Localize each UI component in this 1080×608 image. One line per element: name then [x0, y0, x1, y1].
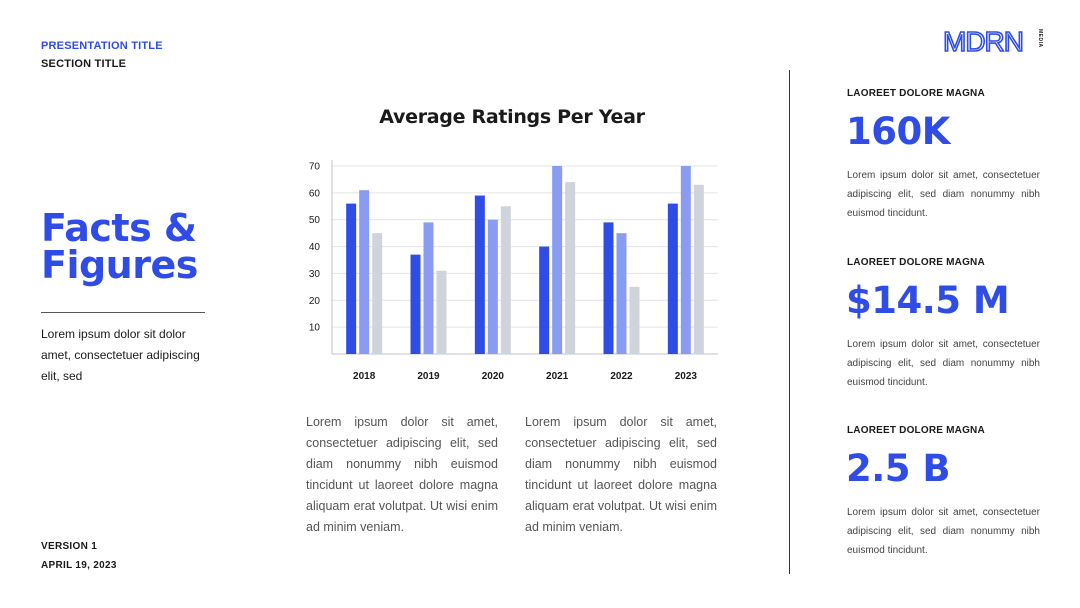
bar-2023-series-2: [680, 166, 691, 354]
bar-chart: 10 20 30 40 50 60 70 2018 2019 2020 2021 2022 2023: [309, 160, 718, 382]
bar-2019-series-2: [423, 222, 434, 354]
stat-desc-2: Lorem ipsum dolor sit amet, consectetuer…: [847, 339, 1040, 388]
stat-label-2: LAOREET DOLORE MAGNA: [847, 257, 985, 268]
brand-logo: MDRN MEDIA: [943, 26, 1043, 56]
bar-2022-series-3: [629, 286, 640, 354]
stat-desc-1: Lorem ipsum dolor sit amet, consectetuer…: [847, 170, 1040, 219]
x-tick-label: 2022: [610, 371, 633, 382]
bar-2020-series-3: [500, 206, 511, 354]
x-tick-label: 2021: [546, 371, 569, 382]
bar-2018-series-2: [359, 190, 370, 354]
bar-2019-series-3: [436, 270, 447, 354]
bar-2019-series-1: [410, 254, 421, 354]
stat-desc-3: Lorem ipsum dolor sit amet, consectetuer…: [847, 507, 1040, 556]
stat-label-3: LAOREET DOLORE MAGNA: [847, 425, 985, 436]
bar-2023-series-1: [667, 203, 678, 354]
vertical-divider: [789, 70, 790, 574]
body-text-column-2: Lorem ipsum dolor sit amet, consectetuer…: [525, 415, 717, 534]
bar-2021-series-2: [552, 166, 563, 354]
bar-2018-series-1: [346, 203, 357, 354]
bar-2020-series-1: [474, 195, 485, 354]
y-tick-label: 50: [309, 215, 321, 226]
stat-value-2: $14.5 M: [846, 279, 1010, 322]
bar-2020-series-2: [487, 219, 498, 354]
heading-line-2: Figures: [41, 243, 198, 287]
bar-2022-series-1: [603, 222, 614, 354]
version-label: VERSION 1: [41, 541, 98, 552]
chart-title: Average Ratings Per Year: [379, 106, 645, 128]
stat-value-1: 160K: [846, 110, 950, 153]
y-tick-label: 20: [309, 296, 321, 307]
bar-2021-series-1: [539, 246, 550, 354]
date-label: APRIL 19, 2023: [41, 560, 117, 571]
bar-2022-series-2: [616, 233, 627, 354]
section-title: SECTION TITLE: [41, 58, 127, 70]
intro-text: Lorem ipsum dolor sit dolor amet, consec…: [41, 327, 200, 383]
stat-label-1: LAOREET DOLORE MAGNA: [847, 88, 985, 99]
x-tick-label: 2020: [482, 371, 505, 382]
x-tick-label: 2018: [353, 371, 376, 382]
y-tick-label: 70: [309, 162, 321, 173]
bar-2021-series-3: [565, 182, 576, 354]
logo-subtext: MEDIA: [1037, 29, 1043, 48]
x-tick-label: 2019: [417, 371, 440, 382]
y-tick-label: 10: [309, 323, 321, 334]
page-heading: Facts & Figures: [41, 206, 271, 287]
heading-divider: [41, 312, 205, 313]
y-tick-label: 30: [309, 269, 321, 280]
stat-value-3: 2.5 B: [846, 447, 951, 490]
presentation-title: PRESENTATION TITLE: [41, 40, 163, 52]
heading-line-1: Facts &: [41, 206, 197, 250]
y-tick-label: 60: [309, 188, 321, 199]
bar-2018-series-3: [372, 233, 383, 354]
body-text-column-1: Lorem ipsum dolor sit amet, consectetuer…: [306, 415, 498, 534]
bar-2023-series-3: [693, 184, 704, 354]
logo-text: MDRN: [943, 26, 1023, 56]
x-tick-label: 2023: [675, 371, 698, 382]
y-tick-label: 40: [309, 242, 321, 253]
